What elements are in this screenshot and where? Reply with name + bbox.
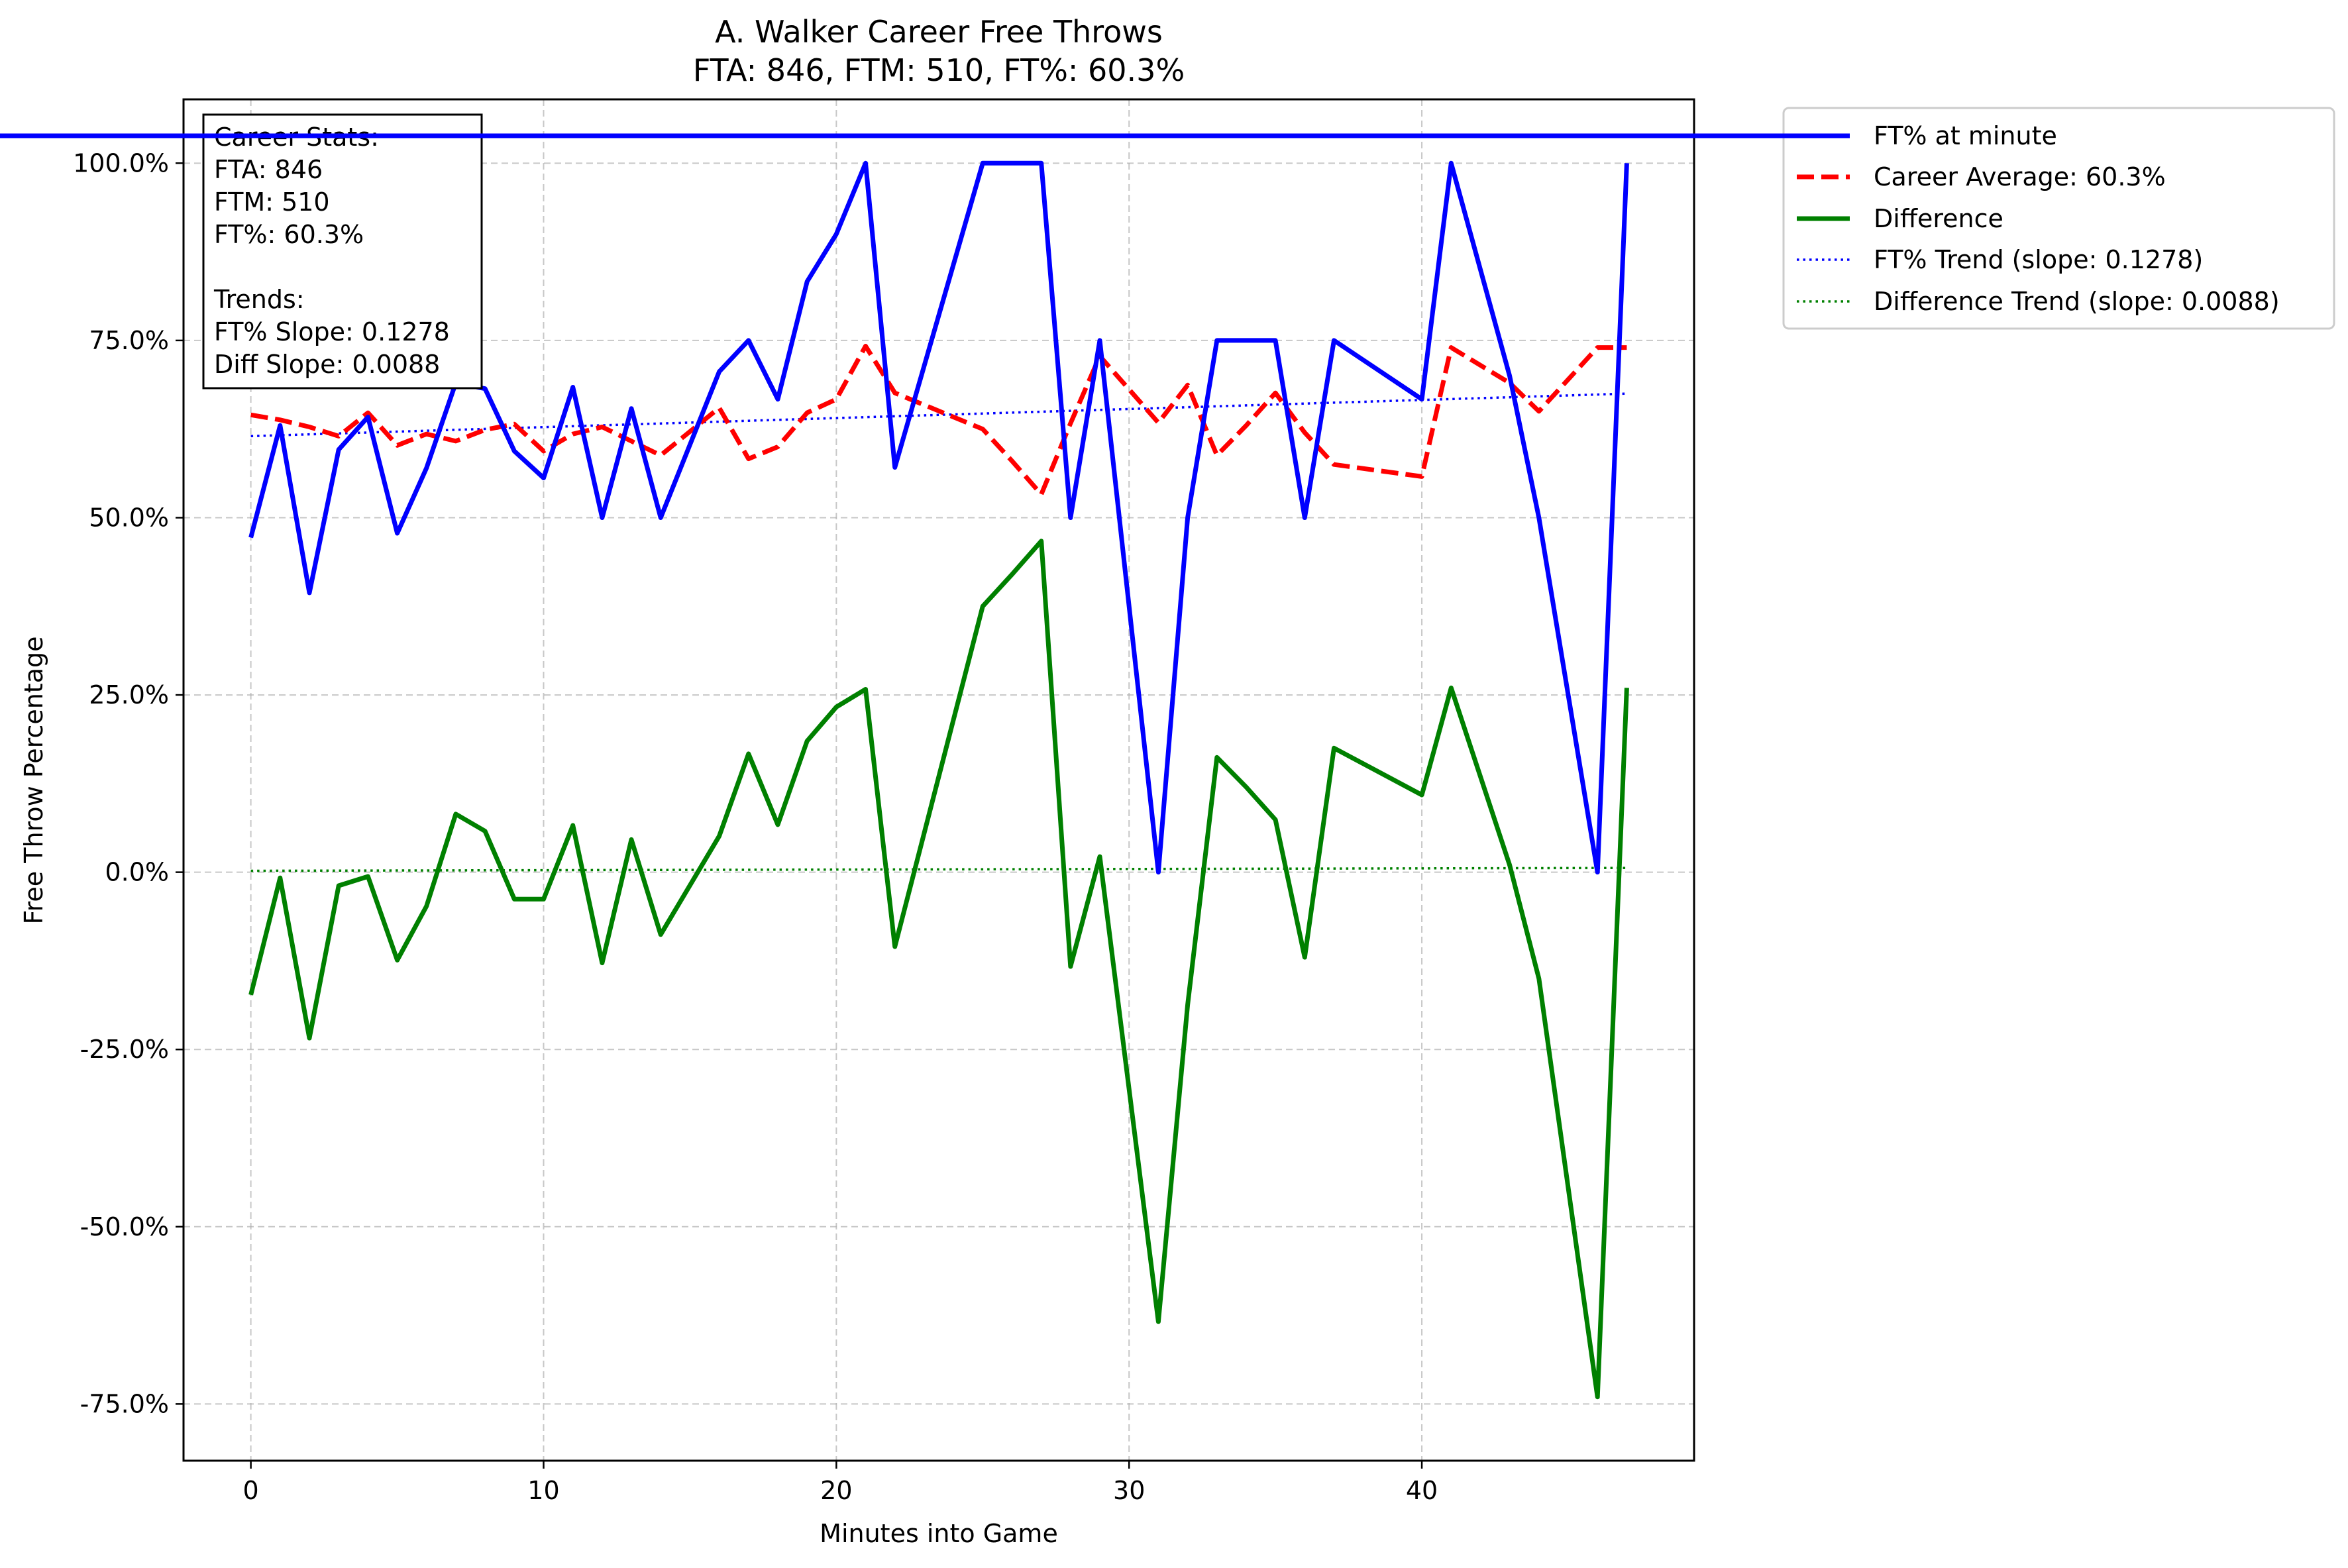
legend-entry: Difference Trend (slope: 0.0088) (1874, 287, 2280, 316)
x-axis-label: Minutes into Game (820, 1519, 1058, 1548)
stats-line: FTA: 846 (214, 155, 323, 184)
series-line (250, 866, 1627, 872)
stats-box-frame (202, 113, 483, 390)
legend: FT% at minute Career Average: 60.3% Diff… (0, 107, 2335, 330)
y-tick-label: -25.0% (80, 1035, 169, 1064)
axis-ticks: 0 10 20 30 40 100.0% 75.0% 50.0% 25.0% 0.0% -25.0%… (73, 148, 1438, 1505)
legend-entry: Difference (1874, 204, 2003, 233)
grid (184, 99, 1694, 1461)
legend-entry: Career Average: 60.3% (1874, 162, 2166, 191)
series-line (250, 392, 1627, 438)
y-tick-label: -50.0% (80, 1212, 169, 1241)
stats-box: Career Stats: FTA: 846 FTM: 510 FT%: 60.… (202, 113, 483, 390)
y-tick-label: -75.0% (80, 1389, 169, 1418)
y-axis-label: Free Throw Percentage (19, 637, 48, 925)
x-tick-label: 30 (1113, 1476, 1145, 1505)
stats-line: Trends: (213, 285, 305, 314)
x-tick-label: 40 (1406, 1476, 1438, 1505)
x-tick-label: 10 (527, 1476, 559, 1505)
plot-frame (182, 98, 1695, 1462)
legend-entry: FT% Trend (slope: 0.1278) (1874, 245, 2203, 274)
chart-subtitle: FTA: 846, FTM: 510, FT%: 60.3% (693, 52, 1185, 88)
stats-line: FT%: 60.3% (214, 220, 364, 249)
y-tick-label: 25.0% (89, 680, 169, 709)
stats-line: Diff Slope: 0.0088 (214, 350, 440, 379)
x-tick-label: 20 (820, 1476, 852, 1505)
legend-frame (1782, 107, 2335, 330)
series-line (248, 160, 1629, 875)
chart-title: A. Walker Career Free Throws (715, 14, 1163, 50)
plot-series (248, 160, 1629, 1400)
stats-line: FTM: 510 (214, 187, 330, 217)
y-tick-label: 75.0% (89, 326, 169, 355)
stats-line: FT% Slope: 0.1278 (214, 317, 450, 346)
y-tick-label: 100.0% (73, 148, 169, 178)
series-line (250, 344, 1627, 497)
y-tick-label: 0.0% (105, 858, 169, 887)
legend-entry: FT% at minute (1874, 121, 2057, 150)
x-tick-label: 0 (243, 1476, 259, 1505)
y-tick-label: 50.0% (89, 503, 169, 532)
series-line (248, 539, 1629, 1400)
